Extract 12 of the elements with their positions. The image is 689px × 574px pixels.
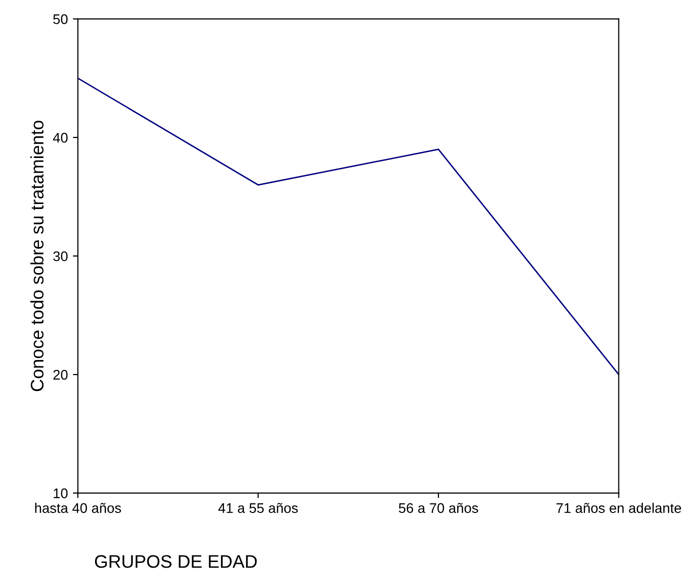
y-tick-label: 30 — [53, 251, 68, 262]
x-tick-label: 71 años en adelante — [556, 502, 682, 513]
y-axis-title: Conoce todo sobre su tratamiento — [30, 120, 44, 392]
x-tick-label: hasta 40 años — [35, 502, 121, 513]
x-tick-label: 56 a 70 años — [398, 502, 478, 513]
x-tick-label: 41 a 55 años — [218, 502, 298, 513]
y-tick-label: 40 — [53, 132, 68, 143]
x-axis-title: GRUPOS DE EDAD — [94, 555, 257, 568]
line-series — [78, 78, 619, 376]
y-tick-label: 50 — [53, 14, 68, 24]
y-tick-label: 20 — [53, 370, 68, 380]
y-tick-label: 10 — [54, 488, 68, 498]
